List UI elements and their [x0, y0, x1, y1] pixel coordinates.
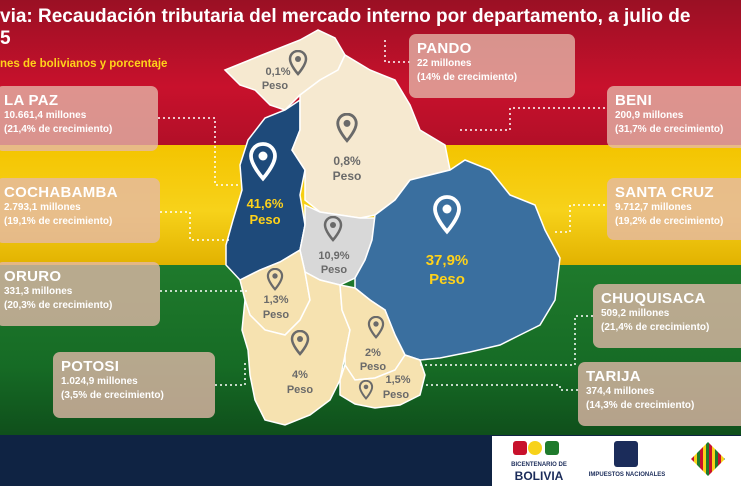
oruro-peso: Peso: [262, 309, 290, 321]
info-tarija: TARIJA 374,4 millones (14,3% de crecimie…: [578, 362, 741, 426]
pando-name: PANDO: [417, 40, 472, 57]
potosi-share: 4%: [292, 369, 308, 381]
bicentenario-small: BICENTENARIO DE: [511, 462, 567, 468]
pin-cochabamba-icon: [323, 216, 343, 242]
cochabamba-growth: (19,1% de crecimiento): [4, 216, 113, 227]
beni-share: 0,8%: [333, 154, 361, 168]
potosi-growth: (3,5% de crecimiento): [61, 390, 164, 401]
tarija-share: 1,5%: [385, 374, 411, 386]
tarija-name: TARIJA: [586, 368, 641, 385]
pin-pando-icon: [288, 50, 308, 76]
pin-lapaz-icon: [249, 142, 277, 182]
lapaz-peso: Peso: [249, 212, 281, 227]
beni-growth: (31,7% de crecimiento): [615, 124, 724, 135]
pin-santacruz-icon: [433, 195, 461, 235]
pando-share: 0,1%: [265, 66, 291, 78]
footer-logos: BICENTENARIO DE BOLIVIA IMPUESTOS NACION…: [492, 436, 741, 486]
info-lapaz: LA PAZ 10.661,4 millones (21,4% de creci…: [0, 86, 158, 151]
chuquisaca-growth: (21,4% de crecimiento): [601, 322, 710, 333]
info-oruro: ORURO 331,3 millones (20,3% de crecimien…: [0, 262, 160, 326]
lapaz-amount: 10.661,4 millones: [4, 110, 87, 121]
chuquisaca-peso: Peso: [359, 361, 387, 373]
santacruz-growth: (19,2% de crecimiento): [615, 216, 724, 227]
tarija-peso: Peso: [382, 389, 410, 401]
info-chuquisaca: CHUQUISACA 509,2 millones (21,4% de crec…: [593, 284, 741, 348]
pin-tarija-icon: [358, 380, 374, 400]
beni-peso: Peso: [332, 169, 362, 183]
beni-amount: 200,9 millones: [615, 110, 684, 121]
cochabamba-name: COCHABAMBA: [4, 184, 118, 201]
oruro-growth: (20,3% de crecimiento): [4, 300, 113, 311]
santacruz-amount: 9.712,7 millones: [615, 202, 692, 213]
estado-logo: [688, 439, 738, 483]
info-cochabamba: COCHABAMBA 2.793,1 millones (19,1% de cr…: [0, 178, 160, 243]
lapaz-name: LA PAZ: [4, 92, 59, 109]
oruro-share: 1,3%: [263, 294, 289, 306]
pin-beni-icon: [336, 113, 358, 143]
potosi-name: POTOSI: [61, 358, 120, 375]
bicentenario-icon: [513, 441, 559, 455]
page-title-cont: 5: [0, 28, 11, 49]
cochabamba-amount: 2.793,1 millones: [4, 202, 81, 213]
lapaz-share: 41,6%: [246, 196, 284, 211]
beni-name: BENI: [615, 92, 653, 109]
info-pando: PANDO 22 millones (14% de crecimiento): [409, 34, 575, 98]
bicentenario-logo: BICENTENARIO DE BOLIVIA: [506, 439, 572, 483]
info-beni: BENI 200,9 millones (31,7% de crecimient…: [607, 86, 741, 148]
pin-potosi-icon: [290, 330, 310, 356]
santacruz-peso: Peso: [429, 271, 465, 288]
potosi-amount: 1.024,9 millones: [61, 376, 138, 387]
bicentenario-big: BOLIVIA: [514, 469, 564, 483]
chuquisaca-name: CHUQUISACA: [601, 290, 706, 307]
info-santacruz: SANTA CRUZ 9.712,7 millones (19,2% de cr…: [607, 178, 741, 240]
estado-icon: [691, 442, 725, 476]
lapaz-growth: (21,4% de crecimiento): [4, 124, 113, 135]
pando-growth: (14% de crecimiento): [417, 72, 518, 83]
oruro-name: ORURO: [4, 268, 62, 285]
tarija-growth: (14,3% de crecimiento): [586, 400, 695, 411]
impuestos-logo: IMPUESTOS NACIONALES: [584, 439, 670, 483]
pando-amount: 22 millones: [417, 58, 472, 69]
oruro-amount: 331,3 millones: [4, 286, 73, 297]
cochabamba-peso: Peso: [320, 264, 348, 276]
impuestos-text: IMPUESTOS NACIONALES: [588, 472, 666, 478]
santacruz-share: 37,9%: [425, 252, 469, 269]
pin-oruro-icon: [266, 268, 284, 291]
chuquisaca-share: 2%: [365, 347, 381, 359]
santacruz-name: SANTA CRUZ: [615, 184, 714, 201]
impuestos-icon: [614, 441, 638, 467]
region-tarija: [339, 354, 426, 409]
pin-chuquisaca-icon: [367, 316, 385, 339]
tarija-amount: 374,4 millones: [586, 386, 655, 397]
pando-peso: Peso: [261, 80, 289, 92]
chuquisaca-amount: 509,2 millones: [601, 308, 670, 319]
page-subtitle: nes de bolivianos y porcentaje: [0, 58, 168, 70]
cochabamba-share: 10,9%: [318, 250, 350, 262]
info-potosi: POTOSI 1.024,9 millones (3,5% de crecimi…: [53, 352, 215, 418]
page-title: via: Recaudación tributaria del mercado …: [0, 6, 691, 27]
potosi-peso: Peso: [286, 384, 314, 396]
